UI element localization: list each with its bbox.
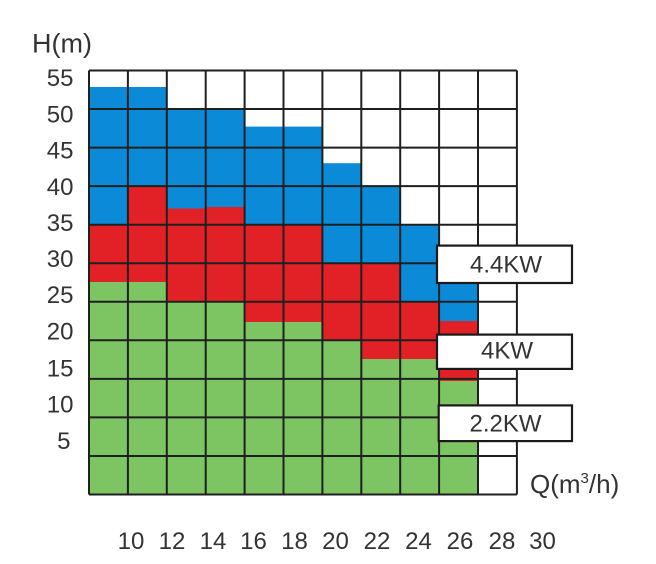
svg-text:28: 28 [489, 528, 516, 555]
svg-text:30: 30 [47, 246, 74, 273]
svg-text:26: 26 [447, 528, 474, 555]
svg-text:18: 18 [281, 528, 308, 555]
svg-text:55: 55 [47, 65, 74, 92]
svg-text:22: 22 [364, 528, 391, 555]
svg-text:25: 25 [47, 282, 74, 309]
svg-text:H(m): H(m) [32, 29, 92, 59]
svg-text:20: 20 [47, 319, 74, 346]
svg-text:40: 40 [47, 174, 74, 201]
svg-text:4.4KW: 4.4KW [470, 252, 542, 279]
svg-text:50: 50 [47, 102, 74, 129]
svg-text:15: 15 [47, 356, 74, 383]
svg-text:12: 12 [159, 528, 186, 555]
svg-text:10: 10 [118, 528, 145, 555]
svg-text:30: 30 [529, 528, 556, 555]
svg-text:5: 5 [57, 428, 70, 455]
svg-text:2.2KW: 2.2KW [469, 411, 541, 438]
svg-text:14: 14 [200, 528, 227, 555]
svg-text:16: 16 [240, 528, 267, 555]
svg-text:Q(m3/h): Q(m3/h) [530, 469, 619, 499]
svg-text:35: 35 [47, 210, 74, 237]
svg-text:45: 45 [47, 138, 74, 165]
svg-text:20: 20 [322, 528, 349, 555]
svg-text:4KW: 4KW [481, 338, 533, 365]
svg-text:10: 10 [47, 391, 74, 418]
svg-text:24: 24 [405, 528, 432, 555]
